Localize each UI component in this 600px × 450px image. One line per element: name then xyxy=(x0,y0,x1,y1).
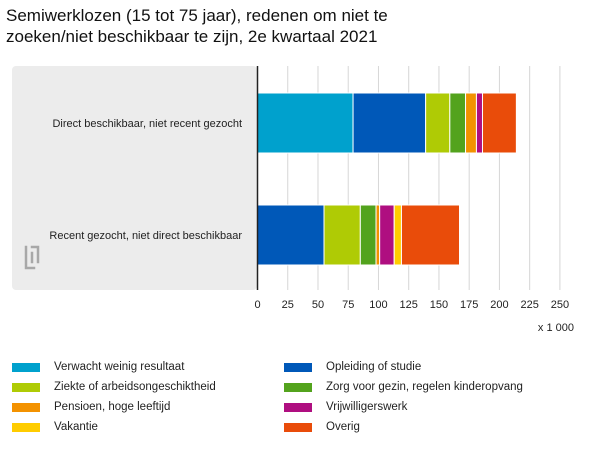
chart-title-line-2: zoeken/niet beschikbaar te zijn, 2e kwar… xyxy=(6,27,378,46)
cbs-logo-icon xyxy=(24,245,40,270)
bar-segment xyxy=(359,204,377,266)
legend-item[interactable]: Vakantie xyxy=(12,419,98,435)
legend-label: Zorg voor gezin, regelen kinderopvang xyxy=(326,381,523,393)
bar-segment xyxy=(425,92,451,154)
legend-item[interactable]: Opleiding of studie xyxy=(284,359,421,375)
bar-segment xyxy=(375,204,381,266)
legend-label: Vakantie xyxy=(54,421,98,433)
x-tick-label: 250 xyxy=(551,299,569,311)
legend-label: Ziekte of arbeidsongeschiktheid xyxy=(54,381,216,393)
x-axis-unit: x 1 000 xyxy=(538,322,574,334)
legend-swatch xyxy=(284,402,312,412)
legend-item[interactable]: Overig xyxy=(284,419,360,435)
chart-title-line-1: Semiwerklozen (15 tot 75 jaar), redenen … xyxy=(6,6,388,25)
bar-segment xyxy=(465,92,477,154)
x-tick-label: 150 xyxy=(430,299,448,311)
legend-item[interactable]: Vrijwilligerswerk xyxy=(284,399,407,415)
legend-swatch xyxy=(12,402,40,412)
bar-segment xyxy=(352,92,427,154)
legend-swatch xyxy=(284,382,312,392)
bar-segment xyxy=(323,204,361,266)
bar-segment xyxy=(481,92,517,154)
x-tick-label: 100 xyxy=(369,299,387,311)
x-tick-label: 200 xyxy=(490,299,508,311)
category-label: Recent gezocht, niet direct beschikbaar xyxy=(49,230,242,242)
bar-chart: 0 25 50 75 100 125 150 175 200 225 250 Direct besc… xyxy=(12,66,574,334)
bar-segment xyxy=(257,204,325,266)
category-label-panel xyxy=(12,66,257,290)
bar-segment xyxy=(257,92,354,154)
legend-label: Opleiding of studie xyxy=(326,361,422,373)
legend-swatch xyxy=(284,362,312,372)
legend-label: Vrijwilligerswerk xyxy=(326,401,408,413)
x-tick-label: 225 xyxy=(520,299,538,311)
bar-segment xyxy=(400,204,461,266)
category-label: Direct beschikbaar, niet recent gezocht xyxy=(52,118,242,130)
legend-swatch xyxy=(12,422,40,432)
bar-segment xyxy=(449,92,467,154)
x-tick-label: 175 xyxy=(460,299,478,311)
legend-swatch xyxy=(284,422,312,432)
x-tick-label: 125 xyxy=(400,299,418,311)
legend-label: Verwacht weinig resultaat xyxy=(54,361,185,373)
legend-item[interactable]: Verwacht weinig resultaat xyxy=(12,359,184,375)
legend-label: Pensioen, hoge leeftijd xyxy=(54,401,171,413)
x-tick-label: 75 xyxy=(342,299,354,311)
bar-segment xyxy=(475,92,483,154)
legend-item[interactable]: Zorg voor gezin, regelen kinderopvang xyxy=(284,379,523,395)
legend-item[interactable]: Pensioen, hoge leeftijd xyxy=(12,399,170,415)
bar-segment xyxy=(379,204,395,266)
legend-swatch xyxy=(12,362,40,372)
x-tick-label: 25 xyxy=(282,299,294,311)
legend-label: Overig xyxy=(326,421,360,433)
x-tick-label: 50 xyxy=(312,299,324,311)
legend-swatch xyxy=(12,382,40,392)
x-tick-label: 0 xyxy=(254,299,260,311)
legend-item[interactable]: Ziekte of arbeidsongeschiktheid xyxy=(12,379,216,395)
bar-segment xyxy=(393,204,402,266)
chart-title: Semiwerklozen (15 tot 75 jaar), redenen … xyxy=(6,5,596,47)
